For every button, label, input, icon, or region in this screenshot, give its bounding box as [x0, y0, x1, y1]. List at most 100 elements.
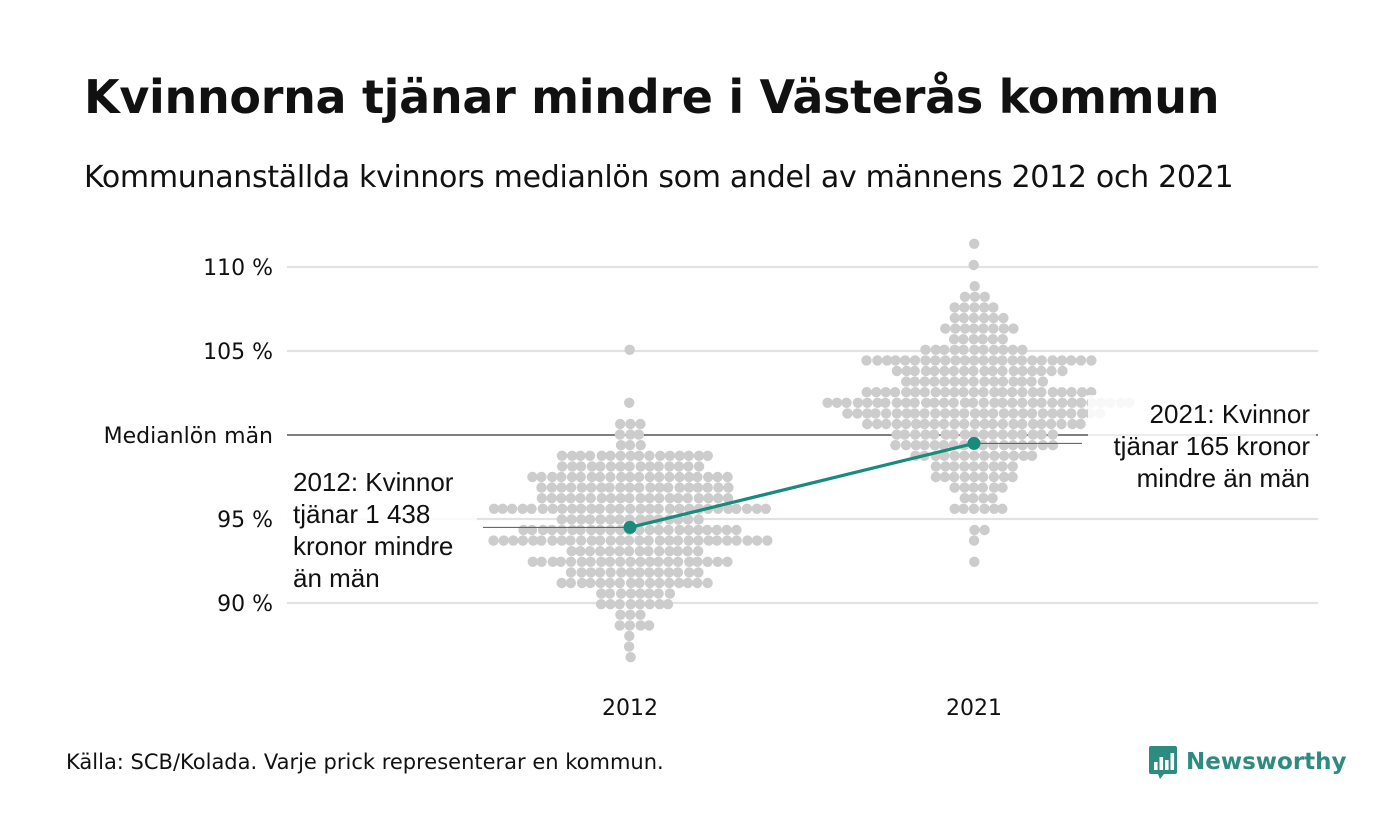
municipality-dot	[1045, 418, 1057, 430]
municipality-dot	[682, 577, 694, 589]
municipality-dot	[596, 556, 607, 567]
municipality-dot	[614, 429, 626, 440]
municipality-dot	[556, 535, 567, 546]
municipality-dot	[703, 493, 714, 504]
municipality-dot	[723, 482, 734, 493]
source-note: Källa: SCB/Kolada. Varje prick represent…	[66, 750, 664, 774]
municipality-dot	[988, 471, 1000, 483]
municipality-dot	[901, 408, 912, 419]
municipality-dot	[1047, 355, 1058, 366]
municipality-dot	[555, 556, 566, 567]
municipality-dot	[1027, 397, 1039, 408]
municipality-dot	[969, 556, 980, 567]
municipality-dot	[1056, 355, 1068, 366]
municipality-dot	[624, 482, 635, 493]
municipality-dot	[881, 355, 893, 366]
y-axis-labels: 90 % 95 % Medianlön män 105 % 110 %	[104, 256, 273, 617]
municipality-dot	[969, 344, 980, 355]
municipality-dot	[655, 450, 666, 461]
municipality-dot	[901, 387, 912, 398]
municipality-dot	[644, 556, 656, 567]
municipality-dot	[1007, 429, 1018, 440]
municipality-dot	[556, 524, 568, 536]
municipality-dot	[938, 440, 949, 451]
municipality-dot	[1026, 376, 1037, 387]
annotation-line: tjänar 165 kronor	[1113, 431, 1310, 461]
municipality-dot	[702, 482, 713, 493]
municipality-dot	[978, 429, 989, 440]
newsworthy-logo-icon	[1149, 746, 1177, 779]
municipality-dot	[1007, 355, 1018, 366]
municipality-dot	[595, 524, 606, 536]
municipality-dot	[1066, 355, 1077, 366]
municipality-dot	[625, 588, 637, 599]
municipality-dot	[528, 535, 539, 546]
municipality-dot	[594, 535, 606, 546]
municipality-dot	[536, 535, 547, 546]
municipality-dot	[852, 408, 863, 419]
municipality-dot	[1026, 450, 1038, 461]
municipality-dot	[625, 556, 636, 567]
municipality-dot	[929, 418, 940, 430]
municipality-dot	[978, 408, 990, 419]
municipality-dot	[653, 556, 664, 567]
municipality-dot	[635, 418, 646, 430]
municipality-dot	[576, 556, 587, 567]
municipality-dot	[557, 503, 568, 514]
municipality-dot	[979, 450, 990, 461]
municipality-dot	[625, 577, 637, 589]
municipality-dot	[899, 429, 910, 440]
municipality-dot	[987, 418, 998, 430]
municipality-dot	[1036, 429, 1047, 440]
municipality-dot	[536, 471, 547, 483]
municipality-dot	[615, 535, 626, 546]
municipality-dot	[1067, 418, 1078, 430]
municipality-dot	[711, 524, 722, 536]
municipality-dot	[1037, 408, 1049, 419]
municipality-dot	[751, 535, 763, 546]
municipality-dot	[909, 397, 920, 408]
municipality-dot	[949, 503, 960, 514]
municipality-dot	[625, 652, 636, 663]
municipality-dot	[575, 493, 586, 504]
municipality-dot	[615, 556, 626, 567]
municipality-dot	[958, 376, 969, 387]
municipality-dot	[654, 482, 665, 493]
municipality-dot	[623, 641, 635, 652]
municipality-dot	[693, 461, 705, 472]
municipality-dot	[1008, 323, 1019, 334]
municipality-dot	[605, 514, 616, 525]
municipality-dot	[1017, 440, 1028, 451]
municipality-dot	[978, 323, 989, 334]
municipality-dot	[605, 461, 617, 472]
municipality-dot	[566, 450, 578, 461]
municipality-dot	[959, 471, 970, 483]
municipality-dot	[575, 471, 586, 483]
municipality-dot	[693, 450, 705, 461]
municipality-dot	[615, 482, 626, 493]
municipality-dot	[1026, 408, 1038, 419]
municipality-dot	[1017, 344, 1028, 355]
municipality-dot	[1047, 429, 1059, 440]
municipality-dot	[584, 450, 596, 461]
municipality-dot	[968, 429, 980, 440]
municipality-dot	[948, 461, 960, 472]
municipality-dot	[988, 312, 999, 324]
municipality-dot	[711, 535, 723, 546]
municipality-dot	[527, 471, 538, 483]
municipality-dot	[900, 440, 912, 451]
municipality-dot	[1027, 365, 1038, 377]
municipality-dot	[988, 344, 1000, 355]
municipality-dot	[683, 524, 694, 536]
municipality-dot	[663, 482, 674, 493]
municipality-dot	[712, 471, 723, 483]
municipality-dot	[979, 418, 990, 430]
municipality-dot	[1056, 408, 1067, 419]
municipality-dot	[949, 376, 960, 387]
municipality-dot	[831, 397, 843, 408]
municipality-dot	[672, 567, 684, 578]
brand-logo[interactable]: Newsworthy	[1148, 744, 1347, 780]
highlight-line	[629, 441, 975, 529]
municipality-dot	[654, 577, 665, 589]
municipality-dot	[594, 567, 606, 578]
